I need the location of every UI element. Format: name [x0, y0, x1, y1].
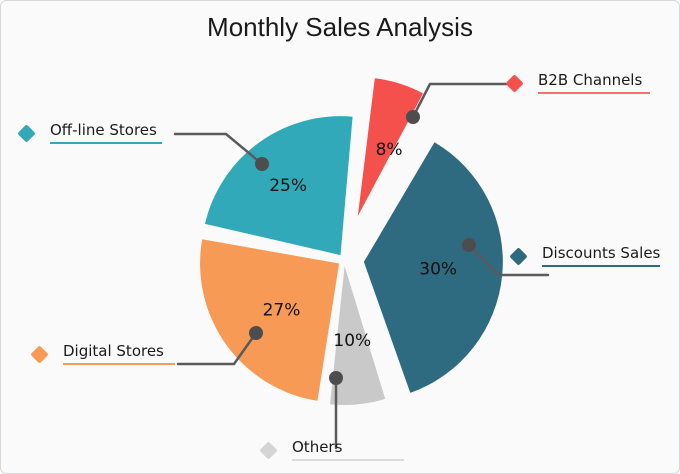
callout-label-off-line-stores: Off-line Stores — [50, 122, 162, 144]
pie-slice-digital-stores[interactable] — [200, 239, 340, 401]
pie-slice-discounts-sales[interactable] — [363, 142, 503, 393]
callout-dot-off-line-stores — [255, 157, 269, 171]
data-label-discounts-sales: 30% — [419, 260, 457, 280]
callout-dot-digital-stores — [249, 326, 263, 340]
data-label-digital-stores: 27% — [263, 300, 301, 320]
chart-title: Monthly Sales Analysis — [207, 12, 473, 42]
off-line-stores-diamond-icon — [17, 123, 36, 143]
callout-dot-b2b-channels — [406, 110, 420, 124]
b2b-channels-diamond-icon — [505, 73, 524, 93]
callout-label-b2b-channels: B2B Channels — [538, 72, 650, 94]
data-label-others: 10% — [333, 331, 371, 351]
pie-slice-off-line-stores[interactable] — [205, 116, 353, 256]
discounts-sales-diamond-icon — [509, 246, 528, 266]
callout-others: Others — [259, 438, 404, 462]
digital-stores-diamond-icon — [30, 344, 49, 364]
callout-line-digital-stores — [176, 331, 258, 366]
callout-line-off-line-stores — [173, 132, 264, 166]
others-diamond-icon — [259, 440, 278, 460]
pie-slice-others[interactable] — [330, 266, 386, 405]
callout-label-discounts-sales: Discounts Sales — [542, 245, 661, 267]
callout-discounts-sales: Discounts Sales — [509, 244, 661, 268]
callout-b2b-channels: B2B Channels — [505, 71, 650, 95]
callout-line-discounts-sales — [467, 243, 550, 277]
pie-slice-b2b-channels[interactable] — [357, 78, 424, 217]
data-label-b2b-channels: 8% — [376, 140, 403, 160]
callout-off-line-stores: Off-line Stores — [17, 121, 162, 145]
callout-dot-others — [329, 371, 343, 385]
leader-lines-layer — [173, 82, 550, 450]
data-label-off-line-stores: 25% — [269, 176, 307, 196]
callout-label-others: Others — [292, 439, 404, 461]
pie-slices-layer: 8% 30% 10% 27% 25% — [200, 78, 503, 405]
callout-dot-discounts-sales — [462, 238, 476, 252]
callout-digital-stores: Digital Stores — [30, 342, 175, 366]
callout-label-digital-stores: Digital Stores — [63, 343, 175, 365]
callout-line-b2b-channels — [411, 82, 508, 119]
